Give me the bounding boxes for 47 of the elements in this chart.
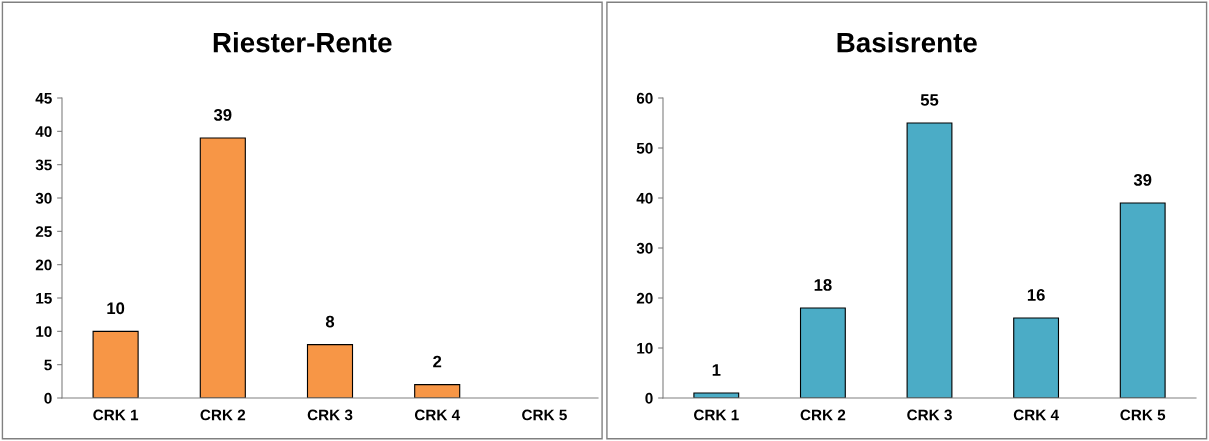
data-label: 55 (920, 94, 939, 106)
y-tick-label: 20 (636, 292, 653, 304)
y-tick-label: 10 (36, 326, 52, 338)
data-label: 1 (712, 364, 721, 376)
x-tick-label: CRK 5 (522, 409, 567, 421)
y-tick-label: 30 (636, 242, 653, 254)
bar (799, 307, 846, 398)
y-tick-label: 45 (35, 93, 52, 104)
data-label: 8 (325, 315, 335, 328)
data-label: 10 (107, 302, 125, 315)
bar (906, 122, 953, 398)
data-label: 2 (433, 355, 442, 368)
y-tick-label: 0 (44, 392, 52, 404)
x-tick-label: CRK 2 (800, 409, 846, 421)
data-label: 39 (213, 109, 232, 121)
y-tick-label: 60 (636, 92, 653, 104)
data-label: 16 (1027, 289, 1045, 301)
x-tick-label: CRK 5 (1120, 409, 1166, 421)
y-tick-label: 25 (35, 226, 52, 238)
y-tick-label: 5 (44, 359, 52, 371)
y-tick-label: 30 (35, 192, 52, 204)
bar (1119, 202, 1166, 398)
y-tick-label: 15 (36, 293, 52, 304)
chart-title: Riester-Rente (213, 32, 392, 53)
x-tick-label: CRK 4 (1013, 409, 1059, 421)
bar (693, 392, 740, 398)
x-tick-label: CRK 1 (93, 409, 139, 421)
y-tick-label: 35 (35, 159, 52, 171)
y-tick-label: 20 (35, 259, 52, 271)
x-tick-label: CRK 3 (907, 409, 952, 421)
bar (1013, 317, 1060, 398)
y-tick-label: 0 (645, 392, 653, 404)
data-label: 18 (814, 279, 832, 291)
chart-title: Basisrente (837, 32, 977, 53)
bar (92, 330, 139, 398)
bar (199, 137, 246, 398)
bar (414, 384, 461, 398)
y-tick-label: 10 (637, 342, 653, 354)
y-tick-label: 50 (636, 142, 653, 154)
y-tick-label: 40 (35, 126, 52, 138)
x-tick-label: CRK 2 (200, 409, 246, 421)
y-tick-label: 40 (636, 192, 653, 204)
x-tick-label: CRK 1 (694, 409, 739, 421)
x-tick-label: CRK 3 (307, 409, 353, 421)
x-tick-label: CRK 4 (414, 409, 461, 421)
bar (306, 344, 354, 398)
data-label: 39 (1133, 174, 1152, 186)
